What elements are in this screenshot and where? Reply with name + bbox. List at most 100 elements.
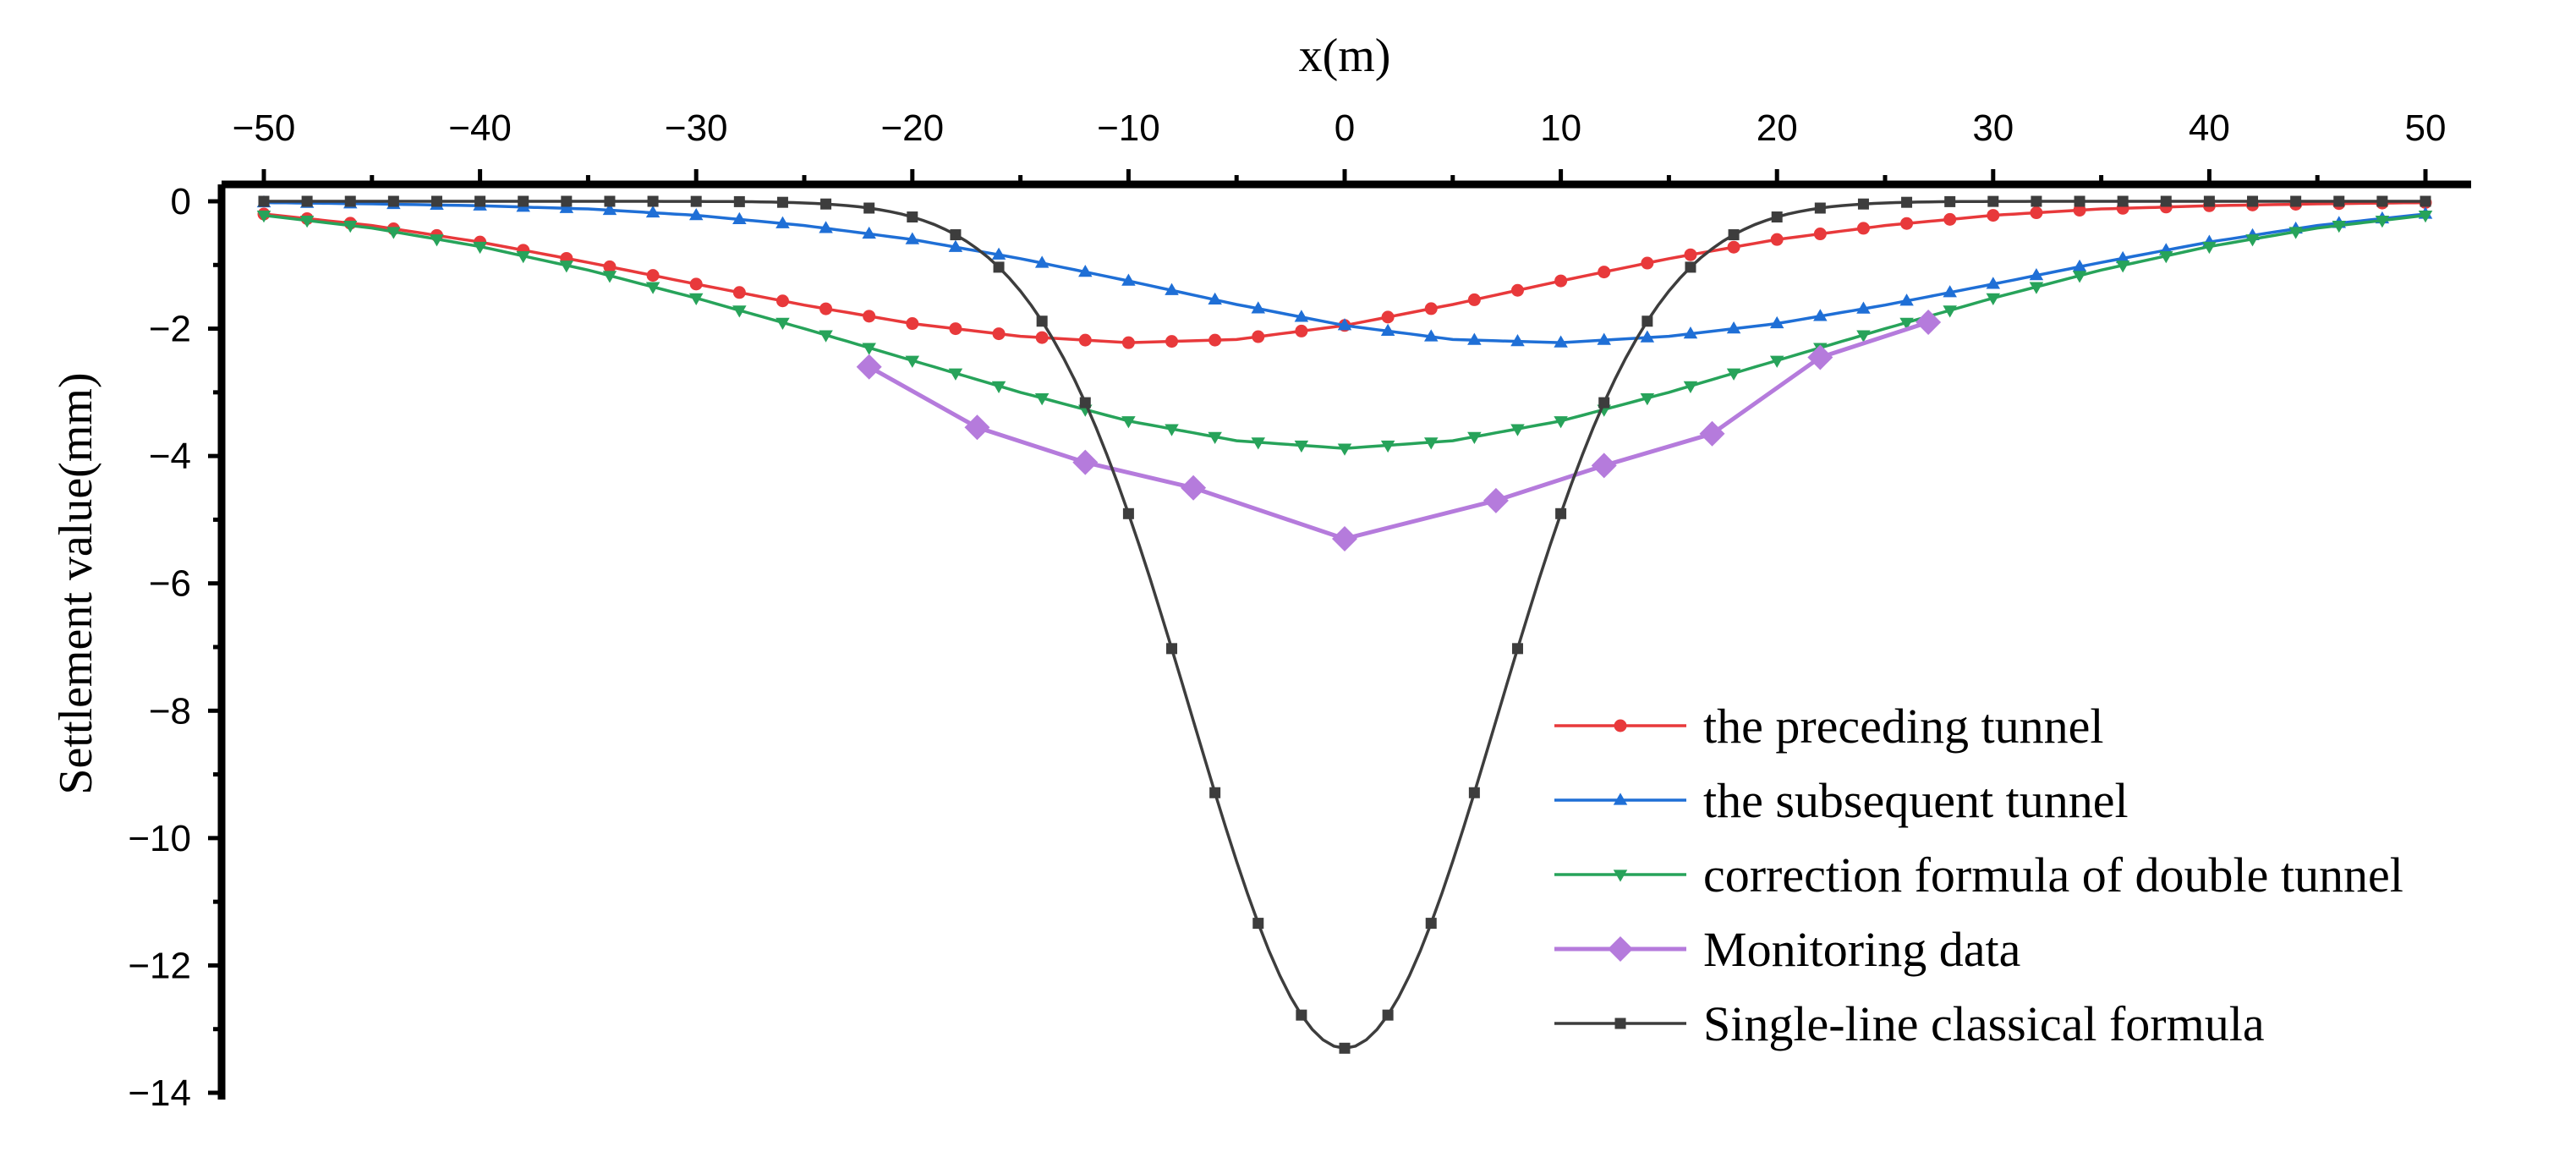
data-point [2420, 195, 2431, 207]
data-point [1640, 330, 1655, 343]
data-point [645, 205, 660, 218]
data-point [1856, 330, 1871, 343]
data-point [1943, 212, 1957, 226]
data-point [1166, 643, 1178, 655]
y-tick-label: −14 [128, 1072, 191, 1114]
data-point [1295, 324, 1308, 337]
data-point [1726, 368, 1741, 381]
data-point [1944, 195, 1956, 207]
data-point [1294, 310, 1309, 322]
data-point [819, 330, 833, 343]
data-point [1423, 437, 1439, 450]
data-point [604, 195, 616, 207]
y-tick-label: −8 [149, 690, 191, 732]
data-point [1555, 507, 1567, 519]
data-point [1072, 449, 1099, 475]
data-point [2073, 204, 2086, 217]
series-3 [856, 310, 1942, 552]
data-point [1813, 309, 1828, 321]
legend-label: the preceding tunnel [1703, 699, 2104, 754]
data-point [1209, 333, 1222, 347]
data-point [474, 195, 486, 207]
data-point [473, 241, 487, 255]
data-point [906, 317, 919, 331]
x-tick-label: 20 [1757, 107, 1798, 149]
data-point [1078, 264, 1093, 277]
legend-marker [1608, 936, 1633, 962]
data-point [2288, 227, 2303, 239]
data-point [430, 234, 444, 247]
data-point [1208, 292, 1222, 305]
y-tick-label: −2 [149, 309, 191, 350]
data-point [2029, 282, 2044, 294]
data-point [1685, 261, 1696, 273]
data-point [343, 220, 358, 233]
data-point [1727, 240, 1740, 254]
data-point [1554, 274, 1568, 288]
data-point [2030, 206, 2043, 220]
data-point [2332, 220, 2347, 233]
data-point [950, 229, 962, 241]
data-point [1856, 301, 1871, 314]
data-point [776, 216, 790, 228]
data-point [2072, 259, 2087, 272]
data-point [1814, 202, 1826, 214]
data-point [1640, 393, 1655, 406]
data-point [1252, 918, 1264, 930]
y-tick-label: −10 [128, 818, 191, 859]
data-point [561, 195, 573, 207]
data-point [1597, 332, 1611, 345]
data-point [1209, 787, 1221, 798]
data-point [1554, 416, 1568, 429]
data-point [518, 195, 529, 207]
data-point [1296, 1009, 1307, 1021]
data-point [256, 210, 271, 223]
data-point [1554, 335, 1568, 348]
data-point [1726, 321, 1741, 334]
series-line [868, 320, 1929, 541]
data-point [688, 207, 704, 221]
data-point [603, 260, 617, 273]
x-tick-label: −30 [665, 107, 728, 149]
data-point [1598, 397, 1610, 409]
data-point [1121, 336, 1135, 349]
y-tick-label: −6 [149, 563, 191, 605]
legend-label: the subsequent tunnel [1703, 773, 2129, 828]
legend-item: Monitoring data [1554, 922, 2020, 977]
data-point [733, 195, 745, 207]
data-point [1467, 332, 1482, 345]
data-point [732, 286, 746, 299]
data-point [964, 414, 990, 441]
data-point [856, 354, 882, 380]
data-point [819, 302, 833, 315]
legend-marker [1613, 793, 1628, 805]
data-point [647, 195, 659, 207]
data-point [819, 221, 833, 233]
data-point [1079, 397, 1091, 409]
data-point [602, 202, 617, 216]
data-point [1121, 273, 1136, 286]
data-point [1483, 487, 1509, 513]
data-point [299, 215, 315, 228]
data-point [1165, 424, 1179, 436]
data-point [1381, 310, 1395, 324]
x-tick-label: −10 [1097, 107, 1160, 149]
data-point [559, 261, 574, 273]
data-point [1121, 416, 1136, 429]
data-point [1251, 301, 1266, 314]
x-tick-label: 40 [2189, 107, 2230, 149]
data-point [1769, 315, 1784, 329]
series-1 [256, 195, 2433, 348]
data-point [386, 227, 401, 239]
data-point [1424, 302, 1438, 315]
data-point [948, 239, 963, 252]
y-tick-label: −4 [149, 436, 191, 477]
data-point [863, 310, 876, 323]
data-point [776, 294, 789, 308]
legend-item: the preceding tunnel [1554, 699, 2104, 754]
data-point [1683, 326, 1698, 339]
data-point [2202, 241, 2217, 255]
data-point [1987, 195, 1999, 207]
data-point [2115, 250, 2130, 264]
data-point [2072, 271, 2087, 283]
